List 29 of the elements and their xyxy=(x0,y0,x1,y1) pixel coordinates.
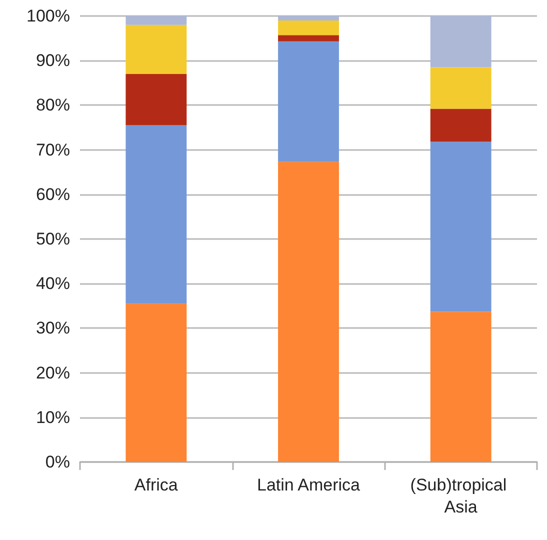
x-tick-label: Latin America xyxy=(257,476,361,494)
bar xyxy=(278,20,339,36)
bar xyxy=(430,142,492,312)
y-tick-label: 100% xyxy=(26,6,70,26)
bar xyxy=(278,162,339,462)
bar xyxy=(430,16,492,68)
bar xyxy=(278,35,339,42)
y-tick-label: 90% xyxy=(36,51,70,70)
y-tick-label: 20% xyxy=(36,363,70,382)
y-tick-label: 40% xyxy=(36,274,70,294)
bar xyxy=(430,312,492,462)
y-tick-label: 60% xyxy=(36,184,70,204)
bar xyxy=(278,16,339,20)
y-tick-label: 70% xyxy=(36,140,70,160)
bar xyxy=(126,125,187,304)
bar xyxy=(126,16,187,25)
y-tick-label: 0% xyxy=(45,452,70,472)
y-tick-label: 50% xyxy=(36,230,70,248)
y-tick-label: 30% xyxy=(36,318,70,338)
x-tick-label: (Sub)tropical Asia xyxy=(410,476,512,516)
bar xyxy=(278,41,339,162)
bar xyxy=(126,304,187,462)
bar xyxy=(430,67,492,109)
bar xyxy=(430,108,492,142)
bar xyxy=(126,74,187,126)
y-tick-label: 10% xyxy=(36,408,70,427)
y-tick-label: 80% xyxy=(36,96,70,115)
bar xyxy=(126,24,187,74)
x-tick-label: Africa xyxy=(134,476,178,494)
